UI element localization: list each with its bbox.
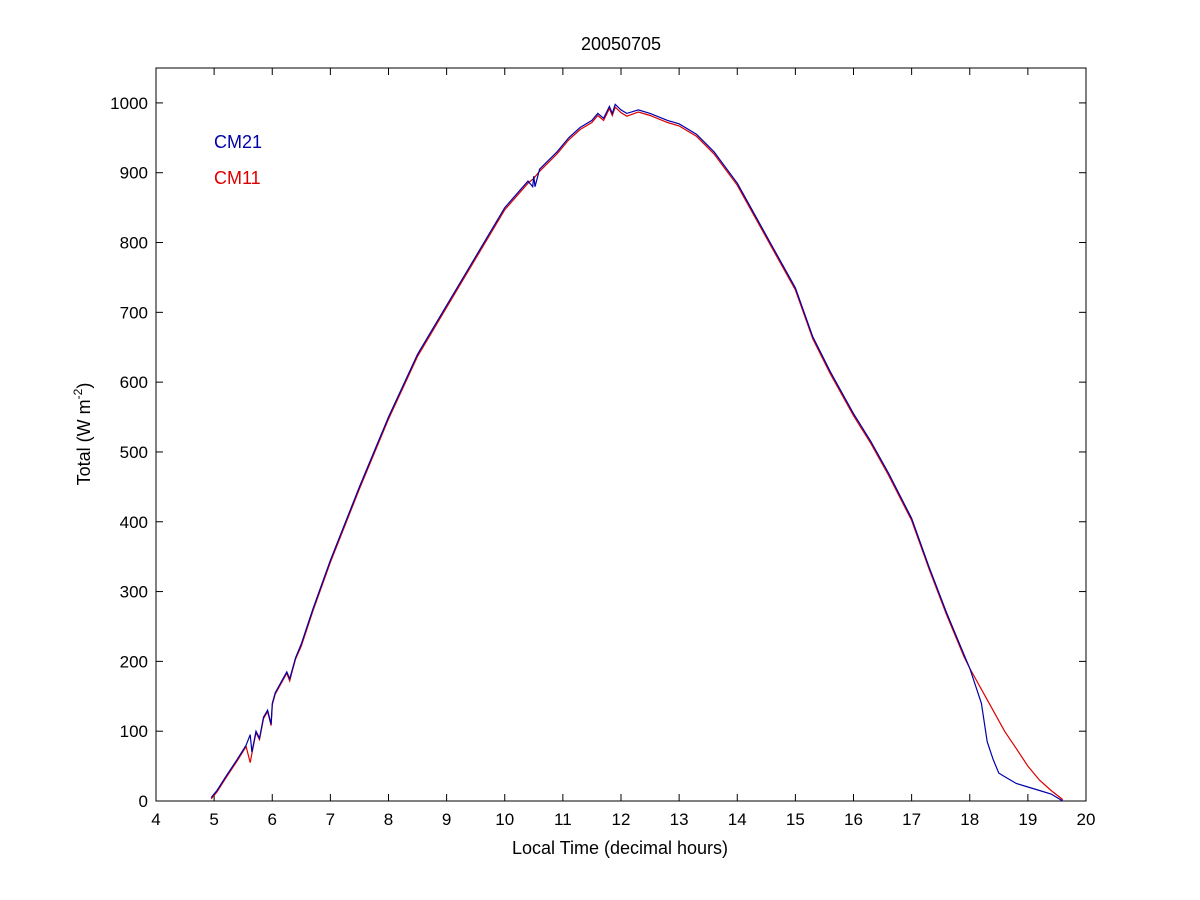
- x-tick-label: 19: [1018, 810, 1037, 829]
- y-tick-label: 900: [120, 164, 148, 183]
- series-line-cm21: [210, 103, 1064, 802]
- legend-entry-cm11: CM11: [214, 168, 261, 188]
- y-tick-label: 700: [120, 303, 148, 322]
- y-axis: 0 100 200 300 400 500 600 700 800 900 1000: [110, 94, 1086, 811]
- x-tick-label: 15: [786, 810, 805, 829]
- x-tick-label: 10: [495, 810, 514, 829]
- x-tick-label: 9: [442, 810, 451, 829]
- legend-entry-cm21: CM21: [214, 132, 262, 152]
- y-axis-label-superscript: -2: [71, 388, 85, 399]
- y-tick-label: 400: [120, 513, 148, 532]
- y-tick-label: 300: [120, 583, 148, 602]
- y-axis-label: Total (W m-2): [71, 383, 94, 486]
- x-tick-label: 14: [728, 810, 747, 829]
- x-tick-label: 11: [554, 810, 572, 829]
- y-tick-label: 500: [120, 443, 148, 462]
- x-tick-label: 8: [384, 810, 393, 829]
- y-tick-label: 800: [120, 234, 148, 253]
- x-tick-label: 5: [209, 810, 218, 829]
- x-axis-label: Local Time (decimal hours): [512, 838, 728, 858]
- y-tick-label: 1000: [110, 94, 148, 113]
- y-tick-label: 0: [139, 792, 148, 811]
- chart-title: 20050705: [581, 34, 661, 54]
- y-tick-label: 200: [120, 652, 148, 671]
- x-axis: 4 5 6 7 8 9 10 11 12 13 14 15 16 17 18 19 20: [151, 68, 1095, 829]
- x-tick-label: 7: [326, 810, 335, 829]
- x-tick-label: 20: [1077, 810, 1096, 829]
- legend: CM21 CM11: [214, 132, 262, 188]
- y-axis-label-end: ): [74, 383, 94, 389]
- x-tick-label: 6: [268, 810, 277, 829]
- x-tick-label: 16: [844, 810, 863, 829]
- x-tick-label: 18: [960, 810, 979, 829]
- series-group: [210, 103, 1064, 802]
- y-tick-label: 100: [120, 722, 148, 741]
- x-tick-label: 12: [612, 810, 631, 829]
- x-tick-label: 17: [902, 810, 921, 829]
- y-tick-label: 600: [120, 373, 148, 392]
- y-axis-label-main: Total (W m: [74, 399, 94, 485]
- x-tick-label: 4: [151, 810, 160, 829]
- x-tick-label: 13: [670, 810, 689, 829]
